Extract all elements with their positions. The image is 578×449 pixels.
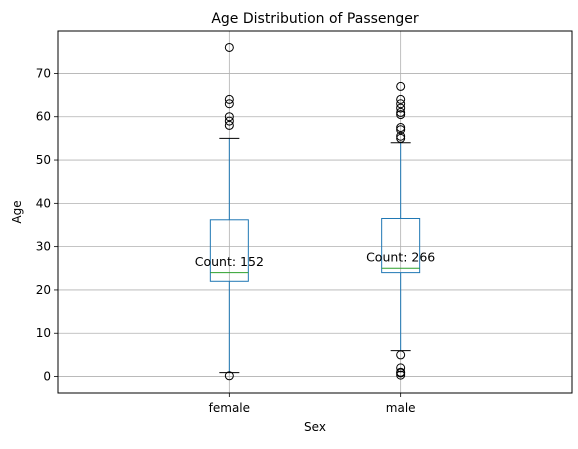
iqr-box bbox=[381, 217, 421, 274]
outlier-point bbox=[396, 110, 406, 120]
outlier-point bbox=[396, 370, 406, 380]
y-axis-label: Age bbox=[10, 200, 24, 223]
outlier-point bbox=[224, 94, 234, 104]
outlier-point bbox=[396, 367, 406, 377]
x-axis-label: Sex bbox=[304, 420, 326, 434]
outlier-point bbox=[224, 99, 234, 109]
outlier-point bbox=[224, 120, 234, 130]
y-tick-label: 50 bbox=[36, 153, 51, 167]
outlier-point bbox=[396, 103, 406, 113]
outlier-point bbox=[396, 125, 406, 135]
outlier-point bbox=[396, 350, 406, 360]
y-tick-label: 20 bbox=[36, 283, 51, 297]
count-annotation: Count: 152 bbox=[195, 254, 264, 269]
y-tick-label: 10 bbox=[36, 326, 51, 340]
outlier-point bbox=[224, 112, 234, 122]
outlier-point bbox=[396, 123, 406, 133]
outlier-point bbox=[224, 116, 234, 126]
y-tick-label: 0 bbox=[43, 370, 51, 384]
outlier-point bbox=[396, 133, 406, 143]
outlier-point bbox=[396, 99, 406, 109]
outlier-point bbox=[396, 81, 406, 91]
outlier-point bbox=[224, 42, 234, 52]
outlier-point bbox=[224, 371, 234, 381]
chart-title: Age Distribution of Passenger bbox=[211, 11, 419, 27]
outlier-point bbox=[396, 131, 406, 141]
outlier-point bbox=[396, 363, 406, 373]
iqr-box bbox=[209, 219, 249, 282]
outlier-point bbox=[396, 94, 406, 104]
box-layer: Count: 152 Count: 266 bbox=[195, 42, 435, 381]
grid-layer bbox=[58, 31, 572, 393]
plot-frame bbox=[57, 30, 573, 394]
y-tick-label: 60 bbox=[36, 110, 51, 124]
x-tick-label: female bbox=[209, 401, 250, 415]
y-tick-label: 30 bbox=[36, 240, 51, 254]
y-tick-label: 70 bbox=[36, 66, 51, 80]
y-tick-label: 40 bbox=[36, 196, 51, 210]
outlier-point bbox=[396, 107, 406, 117]
x-tick-label: male bbox=[386, 401, 416, 415]
box-female: Count: 152 bbox=[195, 42, 264, 381]
count-annotation: Count: 266 bbox=[366, 250, 435, 265]
tick-layer: 0 10 20 30 40 50 60 70 female male bbox=[36, 66, 416, 415]
box-male: Count: 266 bbox=[366, 81, 435, 380]
